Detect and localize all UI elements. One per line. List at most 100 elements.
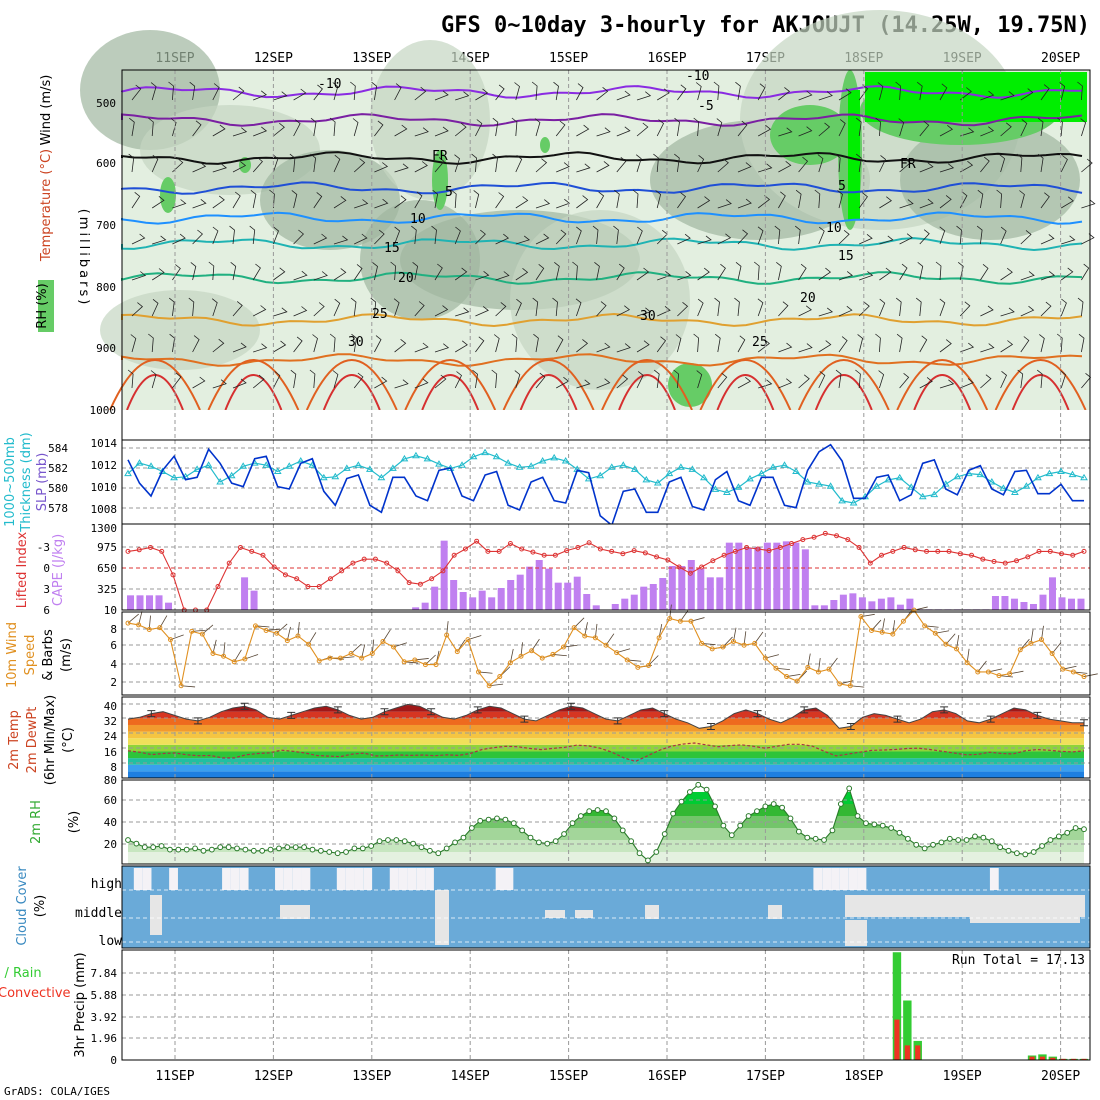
cape-bar: [459, 592, 467, 610]
wind-barb: [354, 199, 369, 209]
wind-barb: [1040, 234, 1055, 245]
wind-barb: [293, 229, 304, 245]
wind-barb: [838, 119, 846, 137]
lifted-index-marker: [237, 544, 243, 550]
wind-barb: [714, 297, 720, 317]
precip-tick: 3.92: [91, 1011, 118, 1024]
cape-bar: [497, 588, 505, 610]
rh-shade: [100, 290, 260, 370]
isotherm-warm-arc: [913, 374, 972, 411]
wind-barb: [414, 86, 427, 101]
wind-barb: [291, 190, 298, 209]
minmax-marker: [520, 715, 529, 723]
wind-barb: [434, 90, 449, 101]
minmax-marker: [287, 711, 296, 719]
rh-marker: [510, 820, 517, 827]
cape-bar: [991, 596, 999, 610]
lifted-index-marker: [339, 568, 345, 574]
wind-barb: [131, 233, 146, 245]
wind-barb: [432, 189, 439, 209]
y-axis-label: SLP (mb): [35, 453, 50, 512]
y-axis-label: Convective: [0, 986, 71, 1001]
wind-barb: [434, 374, 447, 389]
wind-tick: 2: [110, 676, 117, 689]
wind-barb: [596, 301, 607, 317]
y-axis-label: (millibars): [76, 209, 91, 308]
lifted-index-marker: [541, 552, 547, 558]
wind-barb: [1077, 297, 1084, 317]
wind-speed-marker: [327, 655, 333, 661]
wind-barb: [794, 225, 801, 245]
rh-marker: [250, 847, 257, 854]
wind-speed-marker: [518, 653, 524, 659]
rh-marker: [527, 834, 534, 841]
cape-bar: [545, 568, 553, 610]
top-day-label: 16SEP: [647, 51, 686, 66]
wind-barb: [492, 117, 499, 137]
lifted-index-marker: [496, 548, 502, 554]
thickness-marker: [999, 484, 1008, 491]
cloud-gap: [845, 895, 1085, 917]
wind-speed-marker: [645, 662, 651, 668]
wind-barb: [414, 161, 428, 173]
wind-speed-marker: [1081, 674, 1087, 680]
wind-barb: [1060, 155, 1068, 173]
wind-barb: [636, 91, 652, 101]
rh2m-panel: 60 40 20 2m RH (%): [29, 779, 1091, 865]
thickness-marker: [803, 478, 812, 485]
wind-barb: [414, 191, 423, 209]
contour-label: 5: [838, 179, 846, 194]
wind-barb: [758, 163, 773, 173]
wind-barb: [434, 263, 443, 281]
wind-barb: [778, 342, 793, 353]
wind-barb: [129, 117, 135, 137]
wind-barb: [332, 82, 339, 101]
rh-marker: [988, 838, 995, 845]
wind-speed-marker: [359, 655, 365, 661]
cape-bar: [735, 542, 743, 610]
rh-marker: [1030, 849, 1037, 855]
wind-barb: [208, 261, 215, 281]
wind-barb: [935, 261, 942, 281]
thickness-marker: [607, 463, 616, 470]
rh-marker: [904, 835, 911, 842]
wind-speed-marker: [380, 639, 386, 645]
wind-speed-marker: [784, 674, 790, 680]
wind-barb: [252, 157, 263, 173]
wind-speed-marker: [529, 648, 535, 654]
y-axis-label: Lifted Index: [15, 531, 30, 608]
wind-barb: [915, 297, 922, 317]
wind-speed-marker: [274, 630, 280, 636]
contour-label: 25: [752, 335, 768, 350]
thickness-marker: [158, 467, 167, 474]
cape-bar: [697, 568, 705, 610]
y-axis-label: (°C): [61, 727, 76, 753]
wind-barb: [695, 82, 702, 101]
wind-barb: [491, 369, 498, 389]
wind-barb: [976, 225, 983, 245]
cloud-gap-high: [495, 868, 505, 890]
temp-tick: 40: [104, 700, 117, 713]
slp-tick: 1008: [91, 503, 118, 516]
wind-barb: [758, 124, 772, 137]
wind-barb: [835, 369, 842, 389]
rh-green-shade: [432, 150, 448, 210]
rh-marker: [1014, 850, 1020, 857]
cloud-gap-high: [822, 868, 832, 890]
wind-speed-marker: [306, 641, 312, 647]
contour-label: 15: [384, 241, 400, 256]
y-axis-label: 2m DewPt: [25, 707, 40, 774]
lifted-index-marker: [777, 544, 783, 550]
wind-barb: [996, 189, 1003, 209]
thickness-marker: [895, 473, 904, 481]
wind-barb: [148, 333, 154, 353]
thickness-marker: [412, 451, 420, 459]
lifted-index-marker: [327, 576, 333, 582]
lifted-index-marker: [226, 560, 232, 566]
cape-bar: [706, 577, 714, 610]
wind-speed-marker: [677, 618, 683, 624]
rh-marker: [829, 827, 836, 834]
thickness-marker: [527, 462, 536, 469]
lifted-index-marker: [710, 558, 716, 564]
wind-speed-marker: [922, 623, 928, 629]
